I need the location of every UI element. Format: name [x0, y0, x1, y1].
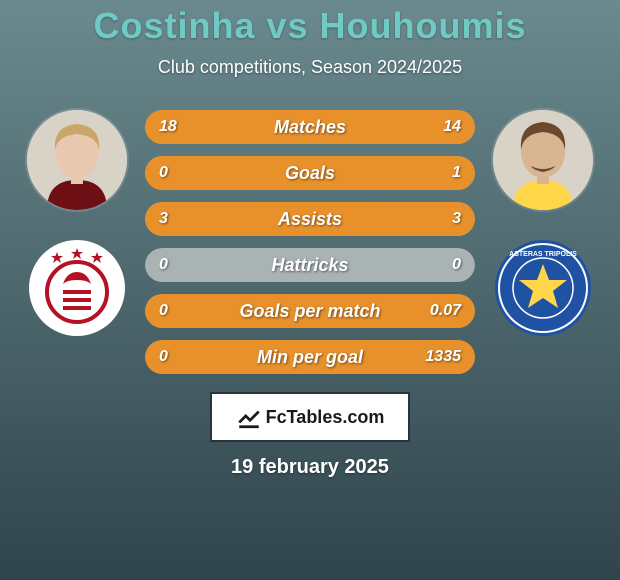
stat-label: Goals per match	[145, 301, 475, 322]
stat-label: Matches	[145, 117, 475, 138]
stat-bar: 0Goals1	[145, 156, 475, 190]
stat-bar: 0Goals per match0.07	[145, 294, 475, 328]
page-title: Costinha vs Houhoumis	[0, 5, 620, 47]
stat-bar: 18Matches14	[145, 110, 475, 144]
left-player-avatar	[27, 110, 127, 210]
stat-label: Assists	[145, 209, 475, 230]
comparison-card: Costinha vs Houhoumis Club competitions,…	[0, 0, 620, 580]
stat-value-right: 1	[452, 164, 461, 182]
subtitle: Club competitions, Season 2024/2025	[0, 57, 620, 78]
svg-text:ASTERAS TRIPOLIS: ASTERAS TRIPOLIS	[509, 251, 577, 258]
right-club-badge: ASTERAS TRIPOLIS	[493, 238, 593, 338]
right-column: ASTERAS TRIPOLIS	[493, 100, 593, 338]
person-icon	[27, 110, 127, 210]
left-column	[27, 100, 127, 338]
chart-icon	[236, 404, 262, 430]
left-club-badge	[27, 238, 127, 338]
watermark-text: FcTables.com	[266, 407, 385, 428]
stat-label: Goals	[145, 163, 475, 184]
club-badge-icon: ASTERAS TRIPOLIS	[493, 238, 593, 338]
stat-value-right: 14	[443, 118, 461, 136]
stat-bar: 3Assists3	[145, 202, 475, 236]
stat-label: Hattricks	[145, 255, 475, 276]
content-row: 18Matches140Goals13Assists30Hattricks00G…	[0, 100, 620, 374]
watermark: FcTables.com	[210, 392, 410, 442]
club-badge-icon	[27, 238, 127, 338]
stat-bar: 0Hattricks0	[145, 248, 475, 282]
right-player-avatar	[493, 110, 593, 210]
stat-value-right: 0.07	[430, 302, 461, 320]
stat-value-right: 3	[452, 210, 461, 228]
stats-bars: 18Matches140Goals13Assists30Hattricks00G…	[145, 100, 475, 374]
stat-value-right: 0	[452, 256, 461, 274]
stat-value-right: 1335	[425, 348, 461, 366]
person-icon	[493, 110, 593, 210]
stat-bar: 0Min per goal1335	[145, 340, 475, 374]
date-line: 19 february 2025	[0, 456, 620, 479]
